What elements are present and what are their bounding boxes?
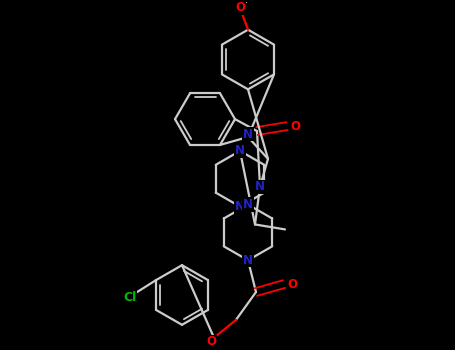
Text: N: N <box>243 127 253 140</box>
Text: O: O <box>235 1 245 14</box>
Text: N: N <box>243 254 253 267</box>
Text: N: N <box>243 198 253 211</box>
Text: Cl: Cl <box>123 292 136 304</box>
Text: N: N <box>255 180 265 193</box>
Text: N: N <box>235 145 245 158</box>
Text: O: O <box>290 120 300 133</box>
Text: O: O <box>287 278 297 290</box>
Text: O: O <box>206 335 216 348</box>
Text: N: N <box>235 200 245 213</box>
